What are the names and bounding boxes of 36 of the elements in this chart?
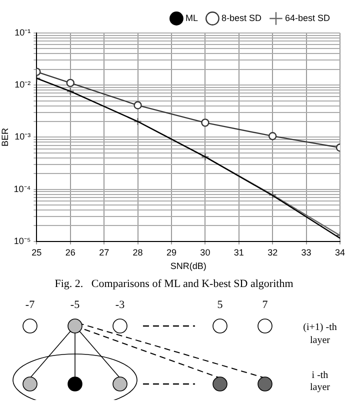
y-tick-label: 10⁻⁵ [14,236,31,246]
point [134,117,142,126]
text: i -th [312,370,328,381]
text: layer [310,382,331,393]
x-tick-label: 31 [234,247,244,258]
legend-label: 64-best SD [284,12,330,23]
point [268,190,277,200]
x-tick-label: 32 [268,247,278,258]
x-tick-label: 34 [334,247,345,258]
y-tick-label: 10⁻⁴ [14,184,31,194]
text: -7 [25,299,36,311]
x-tick-label: 29 [166,247,176,258]
y-axis-title: BER [0,127,10,146]
point [201,152,210,161]
legend-label: ML [185,12,198,23]
x-tick-label: 25 [32,247,42,258]
x-tick-label: 30 [200,247,210,258]
legend-label: 8-best SD [221,12,262,23]
y-tick-label: 10⁻¹ [14,27,31,38]
x-axis-title: SNR(dB) [170,261,206,272]
point [201,118,210,127]
text: 5 [217,299,224,311]
text: 7 [262,299,268,311]
point [268,132,277,140]
x-tick-label: 26 [65,247,76,258]
text: -3 [115,299,126,311]
caption: Fig. 2. Comparisons of ML and K-best SD algorithm [54,278,294,290]
x-tick-label: 27 [99,247,110,258]
point [134,101,142,110]
text: (i+1) -th [303,322,337,333]
y-tick-label: 10⁻³ [14,132,31,142]
text: layer [310,335,331,346]
x-tick-label: 33 [301,247,312,258]
text: -5 [70,299,80,311]
y-tick-label: 10⁻² [14,80,31,90]
x-tick-label: 28 [132,247,143,258]
